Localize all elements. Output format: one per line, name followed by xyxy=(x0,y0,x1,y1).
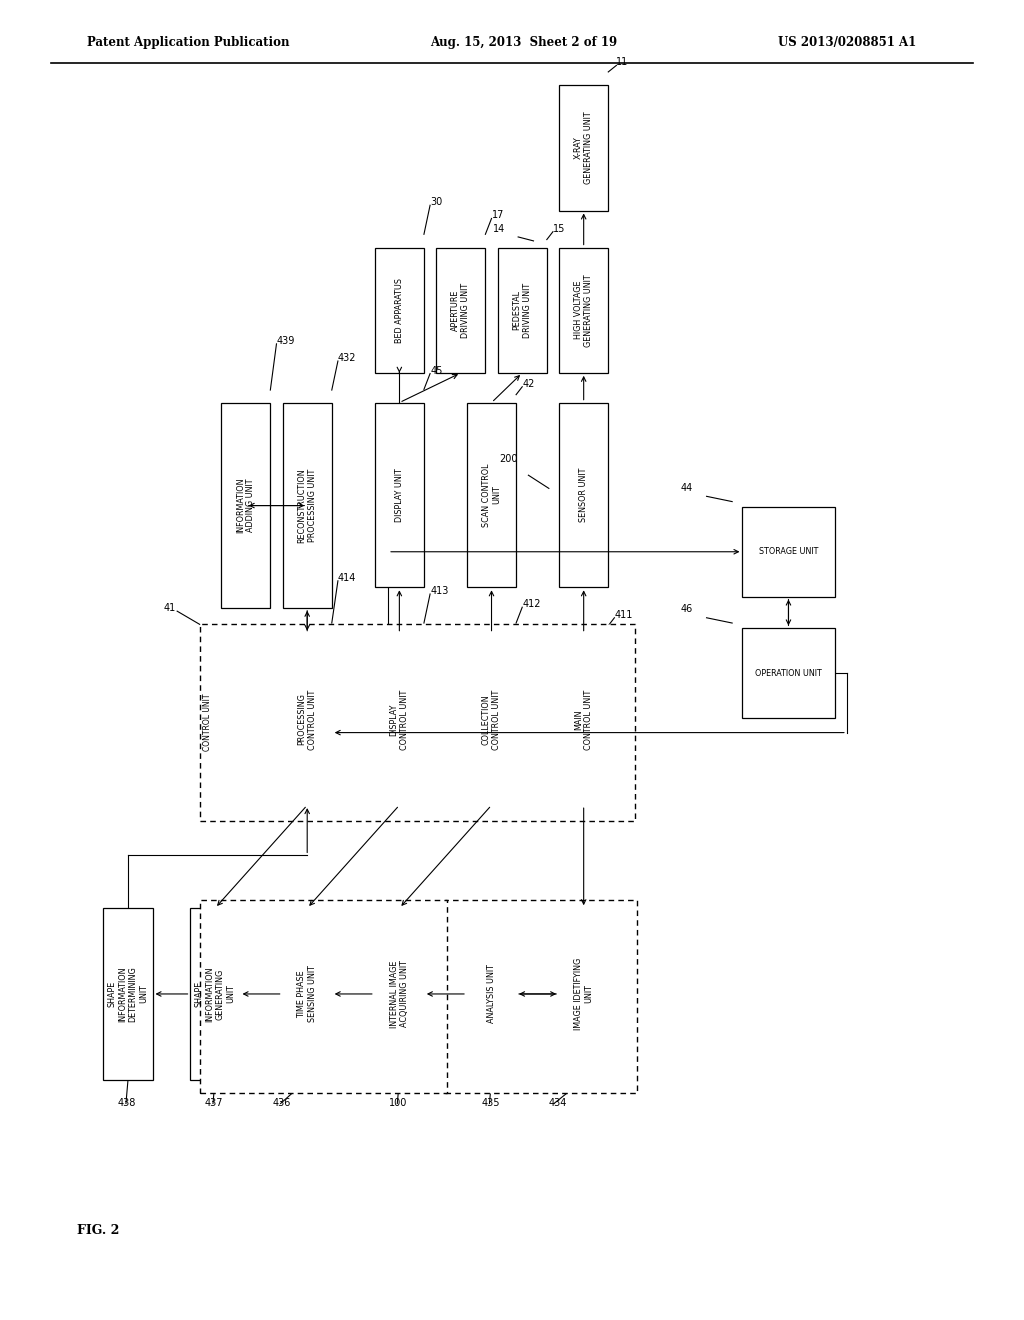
Text: FIG. 2: FIG. 2 xyxy=(77,1224,119,1237)
Text: TIME PHASE
SENSING UNIT: TIME PHASE SENSING UNIT xyxy=(298,965,316,1023)
Text: DISPLAY UNIT: DISPLAY UNIT xyxy=(395,469,403,521)
Bar xyxy=(559,403,608,587)
Bar xyxy=(559,86,608,210)
Bar xyxy=(283,908,332,1080)
Bar xyxy=(200,624,635,821)
Text: 100: 100 xyxy=(389,1098,408,1109)
Text: 14: 14 xyxy=(493,223,505,234)
Text: 412: 412 xyxy=(522,599,541,610)
Text: SHAPE
INFORMATION
GENERATING
UNIT: SHAPE INFORMATION GENERATING UNIT xyxy=(195,966,236,1022)
Bar xyxy=(742,628,835,718)
Bar xyxy=(283,634,332,805)
Text: 434: 434 xyxy=(549,1098,567,1109)
Text: 436: 436 xyxy=(272,1098,291,1109)
Text: APERTURE
DRIVING UNIT: APERTURE DRIVING UNIT xyxy=(452,282,470,338)
Text: COLLECTION
CONTROL UNIT: COLLECTION CONTROL UNIT xyxy=(482,689,501,750)
Text: PEDESTAL
DRIVING UNIT: PEDESTAL DRIVING UNIT xyxy=(513,282,531,338)
Bar xyxy=(445,900,637,1093)
Text: Aug. 15, 2013  Sheet 2 of 19: Aug. 15, 2013 Sheet 2 of 19 xyxy=(430,36,617,49)
Bar xyxy=(436,248,485,372)
Text: 17: 17 xyxy=(492,210,504,220)
Text: 30: 30 xyxy=(430,197,442,207)
Text: PROCESSING
CONTROL UNIT: PROCESSING CONTROL UNIT xyxy=(298,689,316,750)
Text: 15: 15 xyxy=(553,223,565,234)
Text: Patent Application Publication: Patent Application Publication xyxy=(87,36,290,49)
Text: SCAN CONTROL
UNIT: SCAN CONTROL UNIT xyxy=(482,463,501,527)
Bar xyxy=(498,248,547,372)
Bar xyxy=(103,908,153,1080)
Bar xyxy=(559,634,608,805)
Text: 439: 439 xyxy=(276,335,295,346)
Text: 46: 46 xyxy=(681,605,693,615)
Text: US 2013/0208851 A1: US 2013/0208851 A1 xyxy=(778,36,916,49)
Text: 435: 435 xyxy=(481,1098,500,1109)
Bar xyxy=(375,908,424,1080)
Text: INFORMATION
ADDING UNIT: INFORMATION ADDING UNIT xyxy=(237,478,255,533)
Bar xyxy=(559,908,608,1080)
Bar xyxy=(190,908,240,1080)
Text: STORAGE UNIT: STORAGE UNIT xyxy=(759,548,818,556)
Text: ANALYSIS UNIT: ANALYSIS UNIT xyxy=(487,965,496,1023)
Text: MAIN
CONTROL UNIT: MAIN CONTROL UNIT xyxy=(574,689,593,750)
Text: 11: 11 xyxy=(616,57,629,67)
Text: 432: 432 xyxy=(338,352,356,363)
Text: 42: 42 xyxy=(522,379,535,389)
Text: 438: 438 xyxy=(118,1098,136,1109)
Text: BED APPARATUS: BED APPARATUS xyxy=(395,277,403,343)
Bar xyxy=(559,248,608,372)
Text: 437: 437 xyxy=(205,1098,223,1109)
Bar xyxy=(467,634,516,805)
Text: 200: 200 xyxy=(500,454,518,465)
Bar xyxy=(283,404,332,607)
Bar xyxy=(742,507,835,597)
Text: RECONSTRUCTION
PROCESSING UNIT: RECONSTRUCTION PROCESSING UNIT xyxy=(298,469,316,543)
Text: 41: 41 xyxy=(164,603,176,614)
Bar xyxy=(200,900,447,1093)
Text: INTERNAL IMAGE
ACQUIRING UNIT: INTERNAL IMAGE ACQUIRING UNIT xyxy=(390,960,409,1028)
Text: 44: 44 xyxy=(681,483,693,494)
Bar xyxy=(375,248,424,372)
Bar xyxy=(375,403,424,587)
Text: 413: 413 xyxy=(430,586,449,597)
Text: SENSOR UNIT: SENSOR UNIT xyxy=(580,467,588,523)
Text: HIGH VOLTAGE
GENERATING UNIT: HIGH VOLTAGE GENERATING UNIT xyxy=(574,273,593,347)
Text: 411: 411 xyxy=(614,610,633,620)
Bar xyxy=(467,908,516,1080)
Text: 45: 45 xyxy=(430,366,442,376)
Text: DISPLAY
CONTROL UNIT: DISPLAY CONTROL UNIT xyxy=(390,689,409,750)
Bar xyxy=(221,404,270,607)
Bar xyxy=(467,403,516,587)
Text: IMAGE IDETIFYING
UNIT: IMAGE IDETIFYING UNIT xyxy=(574,958,593,1030)
Text: 414: 414 xyxy=(338,573,356,583)
Text: CONTROL UNIT: CONTROL UNIT xyxy=(204,694,212,751)
Text: SHAPE
INFORMATION
DETERMINING
UNIT: SHAPE INFORMATION DETERMINING UNIT xyxy=(108,966,148,1022)
Text: OPERATION UNIT: OPERATION UNIT xyxy=(755,669,822,677)
Bar xyxy=(375,634,424,805)
Text: X-RAY
GENERATING UNIT: X-RAY GENERATING UNIT xyxy=(574,111,593,185)
